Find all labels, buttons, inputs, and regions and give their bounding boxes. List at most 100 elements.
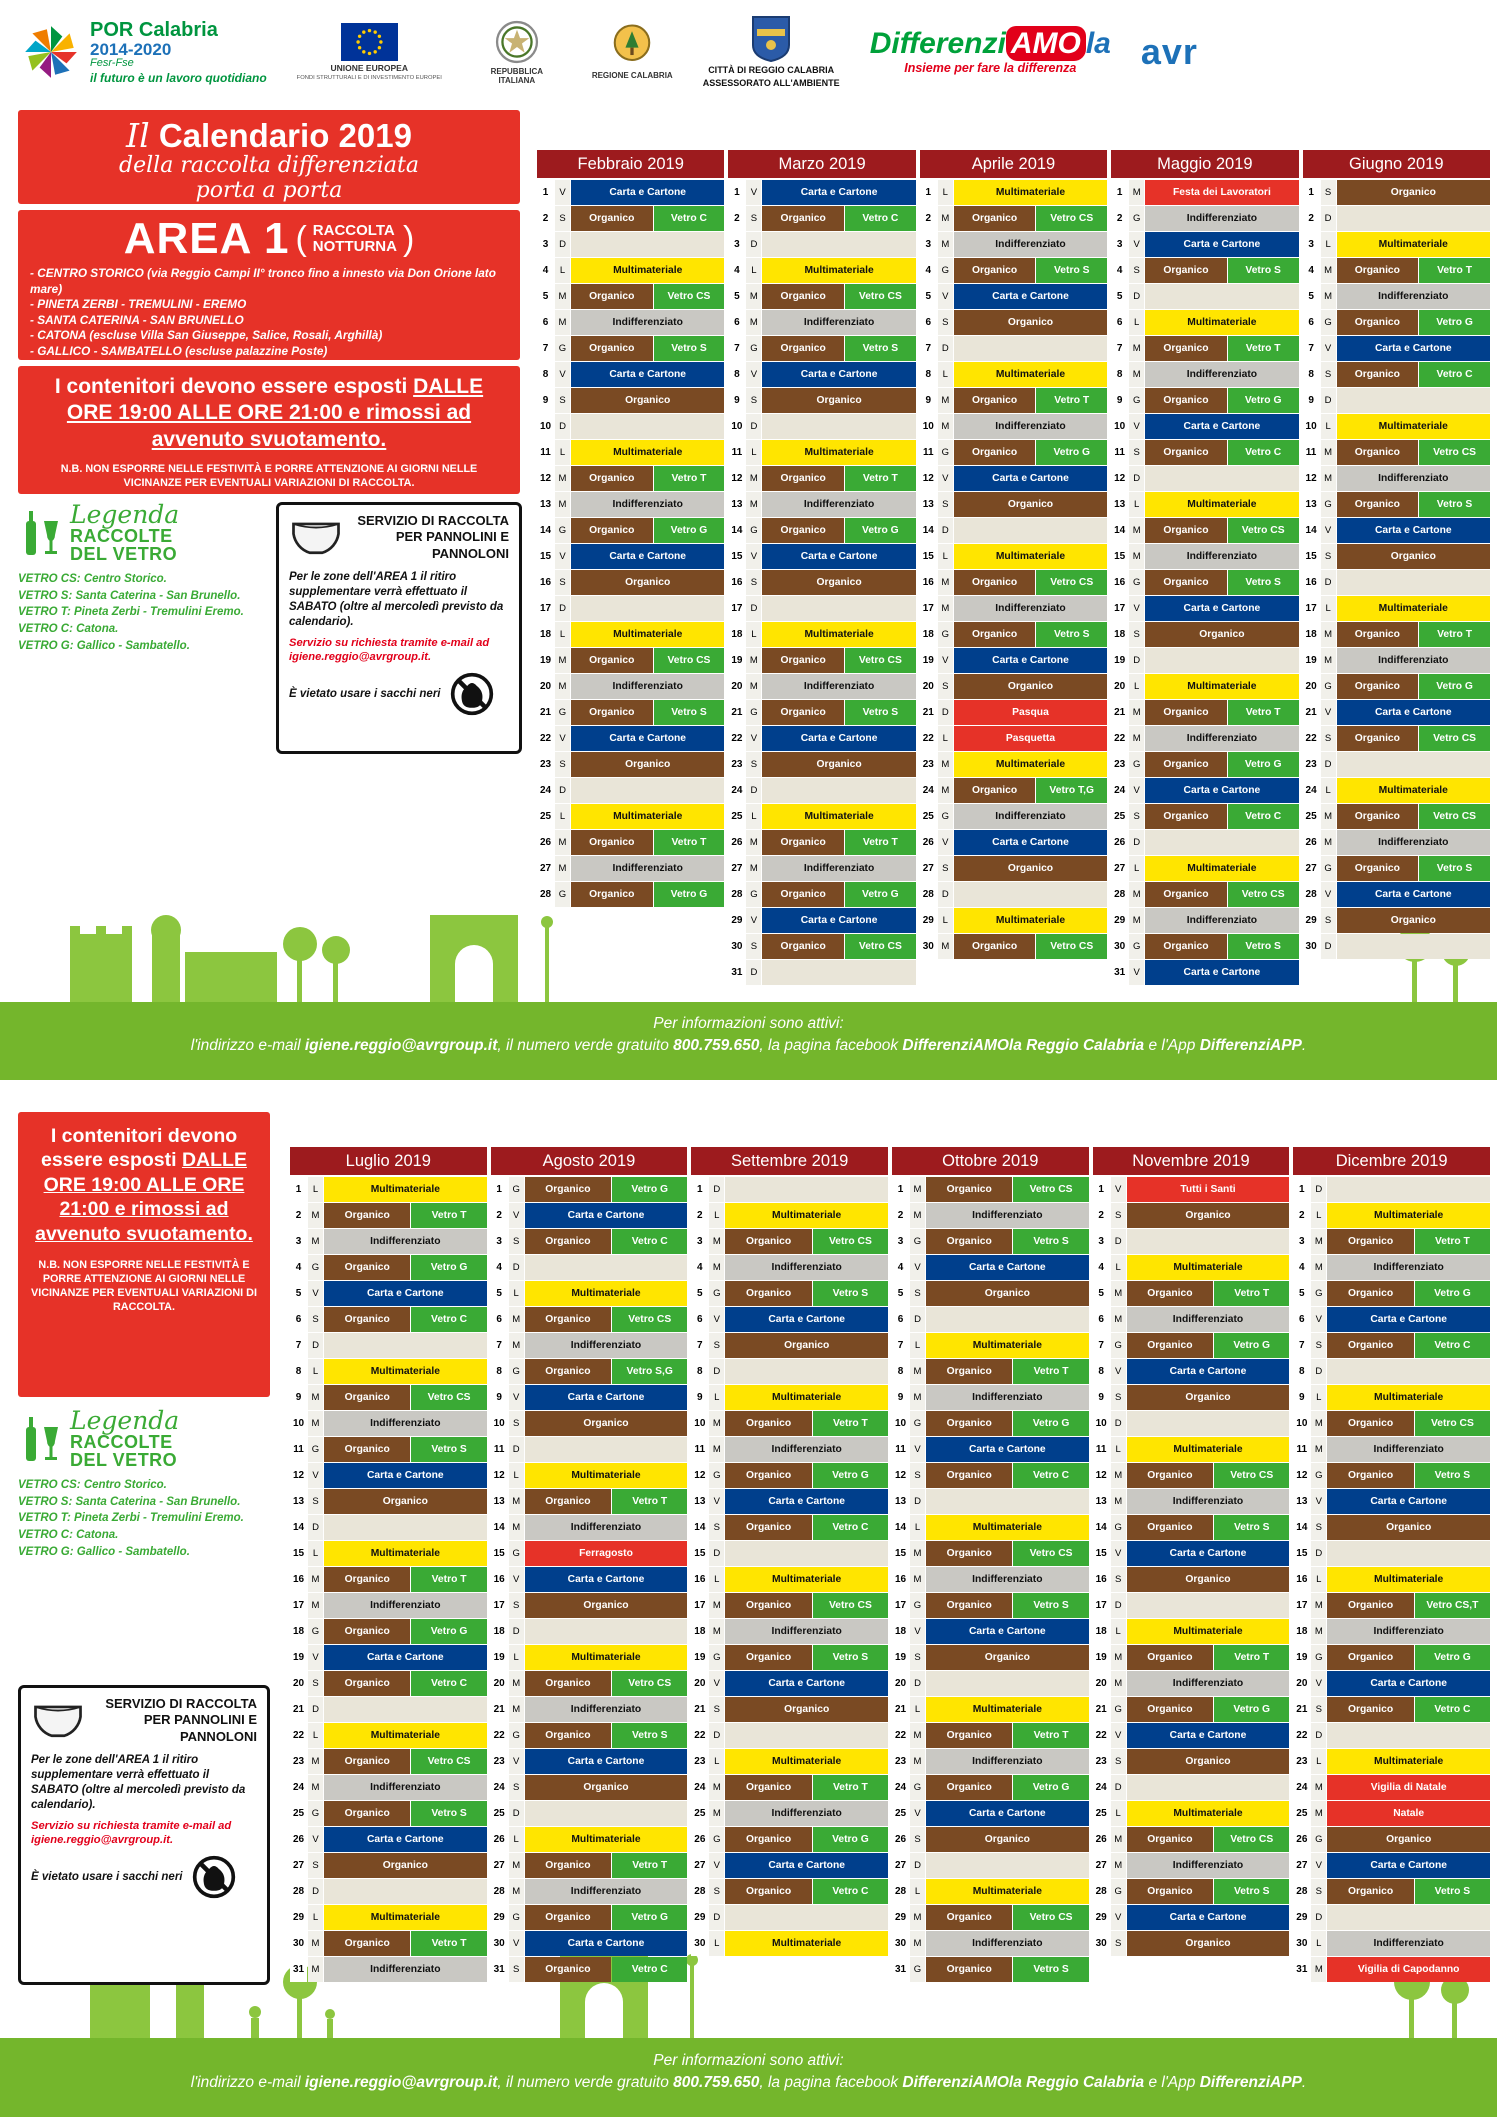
waste-indiff: Indifferenziato xyxy=(1336,466,1490,491)
day-number: 29 xyxy=(892,1905,909,1930)
collection-band: Carta e Cartone xyxy=(926,1255,1089,1280)
day-number: 12 xyxy=(1293,1463,1311,1488)
day-number: 14 xyxy=(691,1515,709,1540)
day-letter: L xyxy=(508,1645,524,1670)
waste-organico: Organico xyxy=(953,206,1036,231)
waste-organico: Organico xyxy=(926,1723,1013,1748)
day-letter: M xyxy=(910,1905,925,1930)
day-number: 13 xyxy=(537,492,554,517)
day-letter: V xyxy=(308,1281,323,1306)
day-row: 3 S Organico Vetro C xyxy=(490,1229,688,1254)
day-row: 23 S Organico xyxy=(1092,1749,1290,1774)
day-number: 29 xyxy=(1092,1905,1110,1930)
waste-organico: Organico xyxy=(324,1255,411,1280)
day-number: 27 xyxy=(290,1853,307,1878)
day-number: 17 xyxy=(1111,596,1129,621)
day-row: 28 D xyxy=(919,882,1108,907)
day-letter: M xyxy=(1311,1593,1327,1618)
day-number: 20 xyxy=(290,1671,307,1696)
area-paren-open: ( xyxy=(295,219,307,258)
day-letter: G xyxy=(508,1541,524,1566)
waste-vetro: Vetro S xyxy=(1013,1957,1089,1982)
waste-indiff: Indifferenziato xyxy=(725,1801,888,1826)
day-row: 6 V Carta e Cartone xyxy=(691,1307,888,1332)
waste-vetro: Vetro S xyxy=(812,1281,888,1306)
waste-vetro: Vetro T xyxy=(612,1489,688,1514)
waste-indiff: Indifferenziato xyxy=(762,674,916,699)
day-row: 14 S Organico Vetro C xyxy=(691,1515,888,1540)
day-number: 26 xyxy=(728,830,746,855)
day-letter: M xyxy=(746,466,762,491)
day-number: 19 xyxy=(537,648,554,673)
day-row: 27 L Multimateriale xyxy=(1111,856,1299,881)
day-row: 15 M Indifferenziato xyxy=(1111,544,1299,569)
collection-band: Carta e Cartone xyxy=(1145,960,1299,985)
waste-carta: Carta e Cartone xyxy=(324,1281,487,1306)
day-row: 18 M Indifferenziato xyxy=(691,1619,888,1644)
day-row: 4 L Multimateriale xyxy=(1092,1255,1290,1280)
waste-organico: Organico xyxy=(1336,544,1490,569)
waste-vetro: Vetro CS xyxy=(844,934,916,959)
day-letter: S xyxy=(508,1957,524,1982)
day-letter: M xyxy=(1110,1645,1126,1670)
waste-organico: Organico xyxy=(762,830,844,855)
day-number: 16 xyxy=(1302,570,1320,595)
info-detail: l'indirizzo e-mail igiene.reggio@avrgrou… xyxy=(190,1037,1307,1054)
collection-band: Carta e Cartone xyxy=(524,1931,688,1956)
collection-band xyxy=(1327,1359,1490,1384)
waste-organico: Organico xyxy=(1327,1697,1414,1722)
day-row: 8 S Organico Vetro C xyxy=(1302,362,1490,387)
day-row: 30 S Organico Vetro CS xyxy=(728,934,916,959)
day-number: 1 xyxy=(1302,180,1320,205)
waste-organico: Organico xyxy=(1126,1931,1290,1956)
waste-carta: Carta e Cartone xyxy=(725,1853,888,1878)
day-letter: M xyxy=(709,1619,725,1644)
day-row: 26 V Carta e Cartone xyxy=(919,830,1108,855)
day-row: 6 L Multimateriale xyxy=(1111,310,1299,335)
waste-organico: Organico xyxy=(571,388,725,413)
waste-multi: Multimateriale xyxy=(762,622,916,647)
day-letter: S xyxy=(709,1515,725,1540)
collection-band: Organico xyxy=(953,310,1108,335)
waste-organico: Organico xyxy=(571,882,653,907)
day-row: 8 V Carta e Cartone xyxy=(728,362,916,387)
waste-carta: Carta e Cartone xyxy=(571,362,725,387)
day-row: 1 L Multimateriale xyxy=(919,180,1108,205)
day-letter: L xyxy=(308,1359,323,1384)
day-number: 15 xyxy=(1302,544,1320,569)
day-letter: L xyxy=(1311,1203,1327,1228)
day-row: 6 V Carta e Cartone xyxy=(1293,1307,1490,1332)
waste-organico: Organico xyxy=(953,674,1108,699)
waste-organico: Organico xyxy=(524,1489,612,1514)
day-letter: L xyxy=(1110,1619,1126,1644)
waste-multi: Multimateriale xyxy=(524,1645,688,1670)
day-letter: V xyxy=(308,1827,323,1852)
day-row: 22 V Carta e Cartone xyxy=(537,726,725,751)
legend-item: VETRO C: Catona. xyxy=(18,623,119,636)
day-letter: L xyxy=(1320,232,1336,257)
repubblica-emblem-icon xyxy=(495,20,538,63)
area-subtitle-1: RACCOLTA xyxy=(312,222,395,240)
day-number: 4 xyxy=(1302,258,1320,283)
day-row: 5 G Organico Vetro S xyxy=(691,1281,888,1306)
day-letter: M xyxy=(555,466,570,491)
citta-reggio-calabria-logo: CITTÀ DI REGGIO CALABRIA ASSESSORATO ALL… xyxy=(703,15,840,89)
day-number: 13 xyxy=(892,1489,909,1514)
waste-organico: Organico xyxy=(1336,674,1419,699)
day-number: 21 xyxy=(490,1697,508,1722)
waste-carta: Carta e Cartone xyxy=(1126,1905,1290,1930)
waste-carta: Carta e Cartone xyxy=(1327,1671,1490,1696)
day-letter: V xyxy=(308,1645,323,1670)
day-letter: M xyxy=(1110,1671,1126,1696)
waste-vetro: Vetro G xyxy=(411,1255,487,1280)
day-letter: V xyxy=(910,1437,925,1462)
day-number: 31 xyxy=(1293,1957,1311,1982)
waste-multi: Multimateriale xyxy=(725,1931,888,1956)
day-row: 26 M Organico Vetro T xyxy=(537,830,725,855)
day-row: 12 S Organico Vetro C xyxy=(892,1463,1089,1488)
waste-indiff: Indifferenziato xyxy=(762,492,916,517)
day-row: 15 M Organico Vetro CS xyxy=(892,1541,1089,1566)
day-letter: D xyxy=(746,778,762,803)
waste-organico: Organico xyxy=(524,1307,612,1332)
